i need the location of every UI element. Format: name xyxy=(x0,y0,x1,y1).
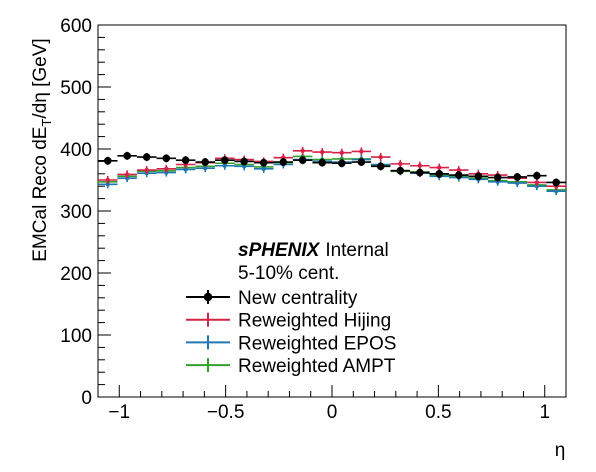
marker xyxy=(418,164,422,168)
x-axis-label: η xyxy=(555,440,566,461)
marker xyxy=(513,173,521,181)
marker xyxy=(299,156,307,164)
marker xyxy=(203,166,207,170)
legend-marker xyxy=(204,293,212,301)
x-tick-label: 0.5 xyxy=(425,402,451,423)
legend-label: Reweighted EPOS xyxy=(238,333,396,354)
y-axis-label: EMCal Reco dET/dη [GeV] xyxy=(30,38,54,261)
marker xyxy=(535,180,539,184)
marker xyxy=(359,149,363,153)
marker xyxy=(320,150,324,154)
x-tick-label: −1 xyxy=(108,402,130,423)
marker xyxy=(358,158,366,166)
marker xyxy=(223,164,227,168)
legend-label: Reweighted AMPT xyxy=(238,356,396,377)
marker xyxy=(125,172,129,176)
y-tick-label: 600 xyxy=(60,16,92,37)
y-tick-label: 500 xyxy=(60,78,92,99)
y-tick-label: 0 xyxy=(81,388,92,409)
experiment-label: sPHENIX Internal xyxy=(238,240,389,261)
y-tick-label: 100 xyxy=(60,326,92,347)
y-tick-label: 400 xyxy=(60,140,92,161)
legend-label: New centrality xyxy=(238,288,358,309)
experiment-name: sPHENIX xyxy=(238,240,321,261)
marker xyxy=(145,168,149,172)
marker xyxy=(552,179,560,187)
marker xyxy=(396,167,404,175)
marker xyxy=(494,174,502,182)
marker xyxy=(455,171,463,179)
marker xyxy=(340,151,344,155)
marker xyxy=(201,158,209,166)
marker xyxy=(379,155,383,159)
marker xyxy=(279,158,287,166)
marker xyxy=(104,157,112,165)
marker xyxy=(377,163,385,171)
marker xyxy=(260,159,268,167)
marker xyxy=(164,167,168,171)
y-axis-label-subscript: T xyxy=(39,119,54,127)
x-tick-label: −0.5 xyxy=(207,402,245,423)
marker xyxy=(533,172,541,180)
centrality-label: 5-10% cent. xyxy=(238,263,339,284)
marker xyxy=(475,172,483,180)
marker xyxy=(240,158,248,166)
x-tick-label: 0 xyxy=(327,402,338,423)
y-axis-label-main: EMCal Reco dE xyxy=(30,127,51,262)
y-axis-label-tail: /dη [GeV] xyxy=(30,38,51,118)
marker xyxy=(435,170,443,178)
marker xyxy=(398,162,402,166)
marker xyxy=(221,156,229,164)
marker xyxy=(182,156,190,164)
x-tick-label: 1 xyxy=(539,402,550,423)
marker xyxy=(437,165,441,169)
legend-label: Reweighted Hijing xyxy=(238,311,391,332)
marker xyxy=(162,155,170,163)
marker xyxy=(416,169,424,177)
y-tick-label: 200 xyxy=(60,264,92,285)
y-tick-label: 300 xyxy=(60,202,92,223)
marker xyxy=(262,167,266,171)
marker xyxy=(300,149,304,153)
marker xyxy=(106,178,110,182)
marker xyxy=(143,153,151,161)
marker xyxy=(123,152,131,160)
experiment-status: Internal xyxy=(325,240,388,261)
marker xyxy=(318,159,326,167)
marker xyxy=(338,159,346,167)
